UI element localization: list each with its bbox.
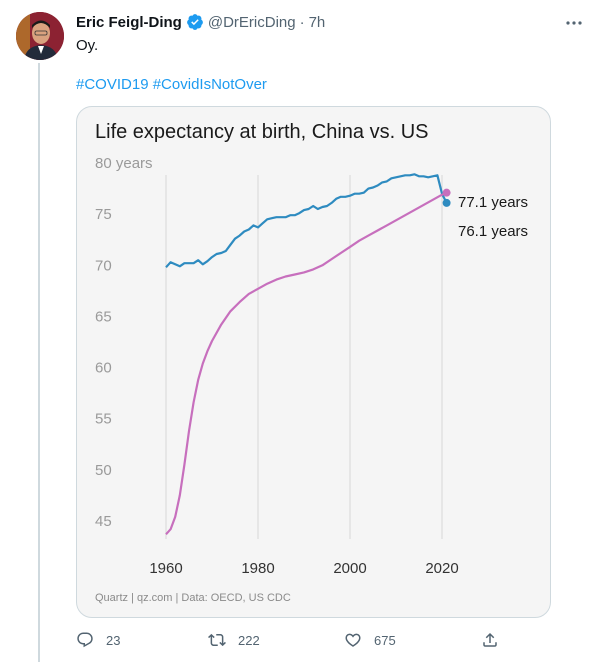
chart-image-card[interactable]: Life expectancy at birth, China vs. US 8… xyxy=(76,106,551,618)
reply-icon xyxy=(77,632,93,648)
end-label-us: 77.1 years xyxy=(458,194,528,211)
end-label-china: 76.1 years xyxy=(458,223,528,240)
chart-title: Life expectancy at birth, China vs. US xyxy=(95,121,429,143)
hashtag-covidisnotover[interactable]: #CovidIsNotOver xyxy=(152,76,267,93)
endpoint-dot-china xyxy=(442,198,451,207)
share-button[interactable] xyxy=(481,628,499,652)
more-dots-icon xyxy=(566,21,582,25)
y-tick-label: 75 xyxy=(95,206,112,223)
retweet-count: 222 xyxy=(238,632,260,648)
avatar-image xyxy=(16,12,64,60)
verified-badge-icon xyxy=(186,13,204,31)
author-handle[interactable]: @DrEricDing xyxy=(207,13,296,31)
x-tick-label: 1960 xyxy=(149,560,182,577)
share-icon xyxy=(483,632,497,647)
x-tick-label: 1980 xyxy=(241,560,274,577)
chart-source: Quartz | qz.com | Data: OECD, US CDC xyxy=(95,592,291,604)
separator-dot: · xyxy=(299,13,305,31)
timestamp[interactable]: 7h xyxy=(308,13,326,31)
more-options-button[interactable] xyxy=(560,12,588,34)
life-expectancy-chart: Life expectancy at birth, China vs. US 8… xyxy=(95,121,528,604)
y-axis: 80 years 75 70 65 60 55 50 45 xyxy=(95,155,153,530)
like-button[interactable]: 675 xyxy=(344,628,396,652)
thread-connector-line xyxy=(38,63,40,662)
x-tick-label: 2020 xyxy=(425,560,458,577)
author-name[interactable]: Eric Feigl-Ding xyxy=(76,13,182,31)
retweet-icon xyxy=(208,633,226,647)
y-tick-label: 65 xyxy=(95,308,112,325)
reply-button[interactable]: 23 xyxy=(76,628,120,652)
tweet-header: Eric Feigl-Ding @DrEricDing · 7h xyxy=(76,12,325,32)
y-tick-label: 55 xyxy=(95,411,112,428)
tweet-text: Oy. xyxy=(76,37,99,54)
avatar[interactable] xyxy=(16,12,64,60)
retweet-button[interactable]: 222 xyxy=(208,628,260,652)
y-tick-label: 45 xyxy=(95,513,112,530)
hashtag-line: #COVID19 #CovidIsNotOver xyxy=(76,76,267,93)
series-line-us xyxy=(165,191,448,536)
y-tick-label: 50 xyxy=(95,462,112,479)
action-bar: 23 222 675 xyxy=(76,628,516,652)
series-line-china xyxy=(165,173,448,269)
y-tick-label: 70 xyxy=(95,257,112,274)
x-tick-label: 2000 xyxy=(333,560,366,577)
hashtag-covid19[interactable]: #COVID19 xyxy=(76,76,149,93)
y-tick-label: 60 xyxy=(95,360,112,377)
like-count: 675 xyxy=(374,632,396,648)
y-tick-label: 80 years xyxy=(95,155,153,172)
series-layer xyxy=(165,173,451,536)
endpoint-dot-us xyxy=(442,188,451,197)
x-axis: 1960 1980 2000 2020 xyxy=(149,175,459,577)
heart-icon xyxy=(345,633,361,647)
reply-count: 23 xyxy=(106,632,121,648)
